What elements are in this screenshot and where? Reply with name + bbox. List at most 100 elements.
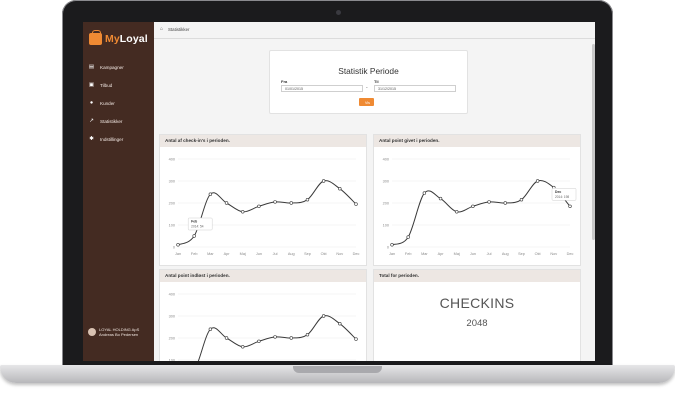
sidebar-item-tilbud[interactable]: ▣ Tilbud <box>83 76 154 94</box>
home-icon[interactable]: ⌂ <box>160 26 164 32</box>
chart-icon: ↗ <box>89 118 94 124</box>
sidebar-item-label: Statistikker <box>100 118 123 124</box>
sidebar-item-kunder[interactable]: ● Kunder <box>83 94 154 112</box>
user-company: LOYAL HOLDING ApS <box>99 327 140 332</box>
tooltip-text: 2014: 54 <box>191 225 204 229</box>
breadcrumb[interactable]: Statistikker <box>168 27 190 32</box>
x-tick-label: Aug <box>502 252 509 256</box>
tooltip-box <box>187 217 213 231</box>
x-tick-label: Maj <box>454 252 460 256</box>
data-point <box>338 186 342 191</box>
data-point <box>338 321 342 326</box>
tooltip-box <box>551 188 577 201</box>
card-title: Total for perioden. <box>374 270 580 282</box>
x-tick-label: Jan <box>389 252 395 256</box>
card-title: Antal af check-in's i perioden. <box>160 135 366 147</box>
tooltip-title: Feb <box>191 220 197 224</box>
data-point <box>321 179 326 183</box>
series-line <box>391 180 571 246</box>
show-button[interactable]: Vis <box>359 98 374 106</box>
data-point <box>406 235 410 239</box>
y-tick-label: 200 <box>383 202 389 206</box>
to-label: Til <box>374 79 379 84</box>
data-point <box>503 201 507 205</box>
data-point <box>321 314 326 318</box>
card-points-redeemed: Antal point indløst i perioden. 01002003… <box>159 269 367 361</box>
screen: MyLoyal ▤ Kampagner ▣ Tilbud ● Kunder ↗ <box>83 22 595 361</box>
data-point <box>208 327 213 331</box>
x-tick-label: Okt <box>321 252 328 256</box>
sidebar-item-indstillinger[interactable]: ✱ Indstillinger <box>83 130 154 148</box>
logo-text-my: My <box>105 33 120 45</box>
data-point <box>289 201 293 205</box>
points-given-chart[interactable]: 0 100 200 300 400 Jan Feb Mar Apr Maj Jun Jul Aug Sep… <box>374 147 580 265</box>
sidebar-nav: ▤ Kampagner ▣ Tilbud ● Kunder ↗ Statisti… <box>83 58 154 148</box>
user-info: LOYAL HOLDING ApS Andreas Bo Pedersen <box>99 327 139 337</box>
y-tick-label: 300 <box>169 315 175 319</box>
avatar <box>88 328 96 336</box>
shopping-bag-icon <box>89 30 102 45</box>
card-checkins: Antal af check-in's i perioden. 0 100 200 3… <box>159 134 367 266</box>
user-name: Andreas Bo Pedersen <box>99 332 139 337</box>
y-tick-label: 100 <box>169 359 175 362</box>
data-point <box>438 196 443 201</box>
sidebar-item-statistikker[interactable]: ↗ Statistikker <box>83 112 154 130</box>
data-point <box>471 204 475 208</box>
y-tick-label: 100 <box>169 224 175 228</box>
scrollbar[interactable] <box>592 44 595 240</box>
card-total: Total for perioden. CHECKINS 2048 <box>373 269 581 361</box>
x-tick-label: Sep <box>518 252 525 256</box>
laptop-base <box>0 365 675 383</box>
user-profile[interactable]: LOYAL HOLDING ApS Andreas Bo Pedersen <box>88 327 152 337</box>
date-separator: - <box>366 85 368 91</box>
points-redeemed-chart[interactable]: 0100200300400JanFebMarAprMajJunJulAugSep… <box>160 282 366 361</box>
data-point <box>519 197 524 202</box>
data-point <box>224 201 229 205</box>
logo-text-loyal: Loyal <box>119 33 148 45</box>
users-icon: ● <box>89 100 94 106</box>
data-point <box>305 197 310 202</box>
from-label: Fra <box>281 79 288 84</box>
sidebar-item-label: Tilbud <box>100 82 113 88</box>
x-tick-label: Jun <box>470 252 476 256</box>
logo-text: MyLoyal <box>105 33 148 45</box>
y-tick-label: 400 <box>383 158 389 162</box>
tooltip-text: 2014: 198 <box>555 195 569 199</box>
data-point <box>422 191 427 195</box>
card-title: Antal point givet i perioden. <box>374 135 580 147</box>
sidebar-item-kampagner[interactable]: ▤ Kampagner <box>83 58 154 76</box>
x-tick-label: Maj <box>240 252 246 256</box>
x-tick-label: Jan <box>175 252 181 256</box>
grid-icon: ▤ <box>88 64 95 70</box>
y-tick-label: 200 <box>169 337 175 341</box>
x-tick-label: Nov <box>336 252 343 256</box>
checkins-chart[interactable]: 0 100 200 300 400 Jan Feb Mar Apr Maj Jun Jul Aug Sep… <box>160 147 366 265</box>
data-point <box>305 332 310 337</box>
x-tick-label: Sep <box>304 252 311 256</box>
total-label: CHECKINS <box>439 295 515 311</box>
data-point <box>241 210 245 214</box>
laptop-notch <box>293 366 382 373</box>
sidebar-item-label: Kunder <box>100 100 115 106</box>
topbar: ⌂ Statistikker <box>154 22 595 39</box>
data-point <box>257 204 261 208</box>
x-tick-label: Dec <box>353 252 360 256</box>
to-date-input[interactable]: 31/12/2015 <box>374 85 456 92</box>
x-tick-label: Jun <box>256 252 262 256</box>
from-date-input[interactable]: 01/01/2015 <box>281 85 363 92</box>
x-tick-label: Mar <box>421 252 428 256</box>
y-tick-label: 0 <box>387 246 389 250</box>
data-point <box>390 243 394 247</box>
x-tick-label: Apr <box>438 252 445 256</box>
x-tick-label: Aug <box>288 252 295 256</box>
y-tick-label: 300 <box>169 180 175 184</box>
x-tick-label: Jul <box>273 252 278 256</box>
logo[interactable]: MyLoyal <box>89 30 148 47</box>
x-tick-label: Okt <box>535 252 542 256</box>
data-point <box>224 336 229 340</box>
y-tick-label: 0 <box>173 246 175 250</box>
data-point <box>241 345 245 349</box>
period-title: Statistik Periode <box>338 66 399 76</box>
y-tick-label: 400 <box>169 293 175 297</box>
